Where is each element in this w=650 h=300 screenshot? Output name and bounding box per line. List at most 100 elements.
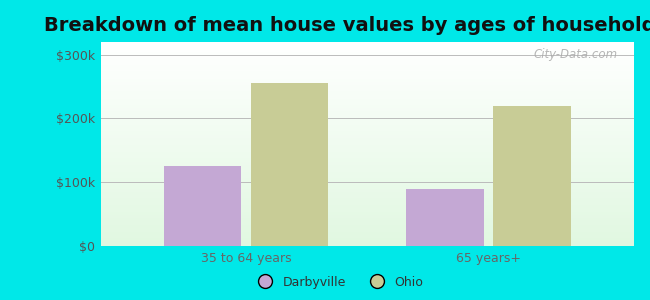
Bar [101,72,634,73]
Bar [101,82,634,83]
Bar [101,126,634,127]
Bar [101,103,634,104]
Bar [101,196,634,197]
Bar [101,234,634,235]
Bar [101,233,634,234]
Bar [101,159,634,160]
Bar [101,242,634,243]
Bar [101,118,634,119]
Bar [101,167,634,168]
Bar [101,178,634,179]
Bar [101,152,634,153]
Bar [101,208,634,209]
Bar [101,217,634,218]
Bar [101,222,634,223]
Bar [101,117,634,118]
Bar [101,195,634,196]
Bar [101,81,634,82]
Bar [101,156,634,157]
Bar [101,191,634,192]
Bar [101,67,634,68]
Bar [101,102,634,103]
Bar [101,235,634,236]
Bar [101,68,634,69]
Bar [101,225,634,226]
Bar [101,194,634,195]
Bar [101,98,634,99]
Bar [101,164,634,165]
Bar [101,60,634,61]
Bar [101,83,634,84]
Bar [101,218,634,219]
Bar [101,101,634,102]
Bar [101,243,634,244]
Bar [101,130,634,131]
Bar [101,172,634,173]
Bar [101,230,634,231]
Bar [101,231,634,232]
Bar [101,113,634,114]
Bar [101,213,634,214]
Bar [101,120,634,121]
Bar [101,125,634,126]
Bar [493,106,571,246]
Bar [101,135,634,136]
Bar [101,154,634,155]
Bar [101,141,634,142]
Bar [101,166,634,167]
Bar [101,115,634,116]
Bar [406,189,484,246]
Title: Breakdown of mean house values by ages of householders: Breakdown of mean house values by ages o… [44,16,650,35]
Bar [101,42,634,43]
Bar [101,229,634,230]
Bar [101,114,634,115]
Bar [101,71,634,72]
Bar [101,91,634,92]
Bar [101,157,634,158]
Bar [101,87,634,88]
Bar [251,83,328,246]
Bar [101,107,634,108]
Bar [101,69,634,70]
Bar [101,63,634,64]
Bar [164,166,241,246]
Bar [101,80,634,81]
Bar [101,143,634,144]
Bar [101,139,634,140]
Bar [101,142,634,143]
Bar [101,169,634,170]
Bar [101,52,634,53]
Bar [101,214,634,215]
Bar [101,90,634,91]
Bar [101,148,634,149]
Bar [101,119,634,120]
Bar [101,137,634,138]
Bar [101,88,634,89]
Bar [101,110,634,111]
Bar [101,162,634,163]
Bar [101,237,634,238]
Bar [101,207,634,208]
Bar [101,190,634,191]
Bar [101,155,634,156]
Bar [101,239,634,240]
Bar [101,118,634,119]
Bar [101,244,634,245]
Bar [101,93,634,94]
Bar [101,219,634,220]
Bar [101,223,634,224]
Bar [101,131,634,132]
Bar [101,179,634,180]
Bar [101,92,634,93]
Bar [101,75,634,76]
Bar [101,183,634,184]
Bar [101,65,634,66]
Bar [101,121,634,122]
Bar [101,176,634,177]
Bar [101,146,634,147]
Bar [101,180,634,181]
Bar [101,169,634,170]
Bar [101,216,634,217]
Bar [101,128,634,129]
Bar [101,170,634,171]
